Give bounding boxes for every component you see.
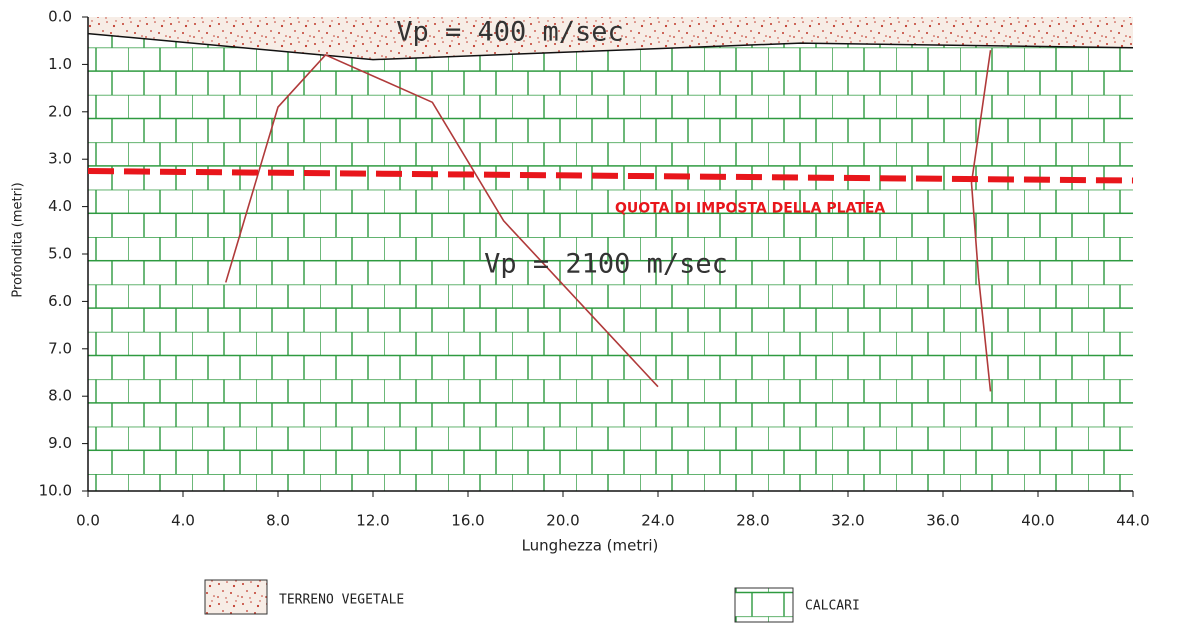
x-tick-label: 4.0: [171, 512, 195, 530]
legend-swatch: [205, 580, 267, 614]
x-tick-label: 12.0: [356, 512, 389, 530]
y-tick-label: 4.0: [48, 197, 72, 215]
x-tick-label: 8.0: [266, 512, 290, 530]
legend-label: CALCARI: [805, 599, 860, 614]
y-tick-label: 6.0: [48, 292, 72, 310]
x-axis-label: Lunghezza (metri): [522, 537, 659, 555]
x-tick-label: 36.0: [926, 512, 959, 530]
y-tick-label: 1.0: [48, 55, 72, 73]
y-tick-label: 0.0: [48, 8, 72, 26]
legend-swatch: [735, 588, 793, 622]
chart: Lunghezza (metri) Profondita (metri) Vp …: [0, 0, 1177, 624]
y-tick-label: 2.0: [48, 102, 72, 120]
x-tick-label: 44.0: [1116, 512, 1149, 530]
x-tick-label: 16.0: [451, 512, 484, 530]
x-tick-label: 28.0: [736, 512, 769, 530]
y-tick-label: 3.0: [48, 150, 72, 168]
y-tick-label: 5.0: [48, 245, 72, 263]
x-tick-label: 40.0: [1021, 512, 1054, 530]
layer-annotation: Vp = 400 m/sec: [396, 17, 624, 48]
x-tick-label: 24.0: [641, 512, 674, 530]
y-axis-label: Profondita (metri): [11, 182, 26, 297]
y-tick-label: 7.0: [48, 339, 72, 357]
y-tick-label: 10.0: [39, 482, 72, 500]
x-tick-label: 20.0: [546, 512, 579, 530]
y-tick-label: 9.0: [48, 434, 72, 452]
layer-annotation: Vp = 2100 m/sec: [484, 249, 728, 280]
x-tick-label: 32.0: [831, 512, 864, 530]
x-tick-label: 0.0: [76, 512, 100, 530]
y-tick-label: 8.0: [48, 387, 72, 405]
legend-label: TERRENO VEGETALE: [279, 593, 404, 608]
platea-label: QUOTA DI IMPOSTA DELLA PLATEA: [615, 201, 885, 217]
